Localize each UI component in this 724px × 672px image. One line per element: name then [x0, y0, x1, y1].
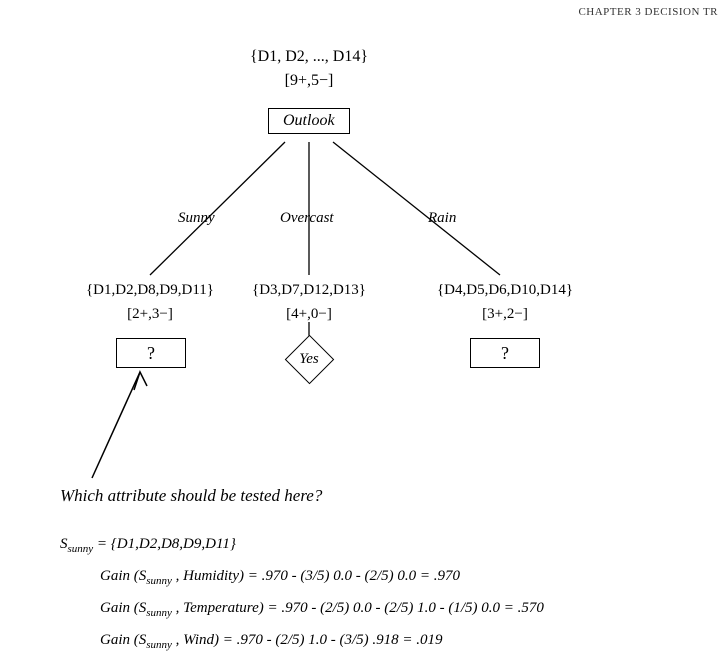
- left-node-label: ?: [147, 343, 155, 363]
- gain1-rest: , Humidity) = .970 - (3/5) 0.0 - (2/5) 0…: [172, 568, 460, 584]
- question-text: Which attribute should be tested here?: [60, 486, 322, 506]
- right-counts: [3+,2−]: [400, 306, 610, 323]
- s-sub: sunny: [68, 543, 94, 555]
- mid-dataset: {D3,D7,D12,D13}: [229, 282, 389, 299]
- right-node-box: ?: [470, 338, 540, 368]
- root-counts: [9+,5−]: [0, 72, 618, 90]
- gain-humidity: Gain (Ssunny , Humidity) = .970 - (3/5) …: [100, 568, 460, 587]
- gain3-rest: , Wind) = .970 - (2/5) 1.0 - (3/5) .918 …: [172, 632, 443, 648]
- root-dataset: {D1, D2, ..., D14}: [0, 48, 618, 66]
- edge-label-sunny: Sunny: [178, 210, 215, 227]
- left-counts: [2+,3−]: [60, 306, 240, 323]
- s-set: = {D1,D2,D8,D9,D11}: [97, 536, 236, 552]
- gain-temperature: Gain (Ssunny , Temperature) = .970 - (2/…: [100, 600, 544, 619]
- gain-wind: Gain (Ssunny , Wind) = .970 - (2/5) 1.0 …: [100, 632, 443, 651]
- gain3-prefix: Gain (S: [100, 632, 146, 648]
- left-dataset: {D1,D2,D8,D9,D11}: [60, 282, 240, 299]
- root-attribute-label: Outlook: [268, 108, 350, 134]
- gain3-sub: sunny: [146, 639, 172, 651]
- gain2-rest: , Temperature) = .970 - (2/5) 0.0 - (2/5…: [172, 600, 544, 616]
- gain2-prefix: Gain (S: [100, 600, 146, 616]
- right-dataset: {D4,D5,D6,D10,D14}: [400, 282, 610, 299]
- mid-counts: [4+,0−]: [229, 306, 389, 323]
- gain1-prefix: Gain (S: [100, 568, 146, 584]
- s-label: Ssunny: [60, 536, 97, 552]
- edge-label-rain: Rain: [428, 210, 456, 227]
- gain2-sub: sunny: [146, 607, 172, 619]
- s-sunny-def: Ssunny = {D1,D2,D8,D9,D11}: [60, 536, 236, 555]
- diagram-page: CHAPTER 3 DECISION TR {D1, D2, ..., D14}…: [0, 0, 724, 672]
- edge-label-overcast: Overcast: [280, 210, 334, 227]
- mid-node-diamond: Yes: [286, 336, 332, 382]
- root-attribute-box: Outlook: [268, 108, 350, 134]
- gain1-sub: sunny: [146, 575, 172, 587]
- left-node-box: ?: [116, 338, 186, 368]
- right-node-label: ?: [501, 343, 509, 363]
- s-prefix: S: [60, 536, 68, 552]
- mid-node-label: Yes: [286, 336, 332, 382]
